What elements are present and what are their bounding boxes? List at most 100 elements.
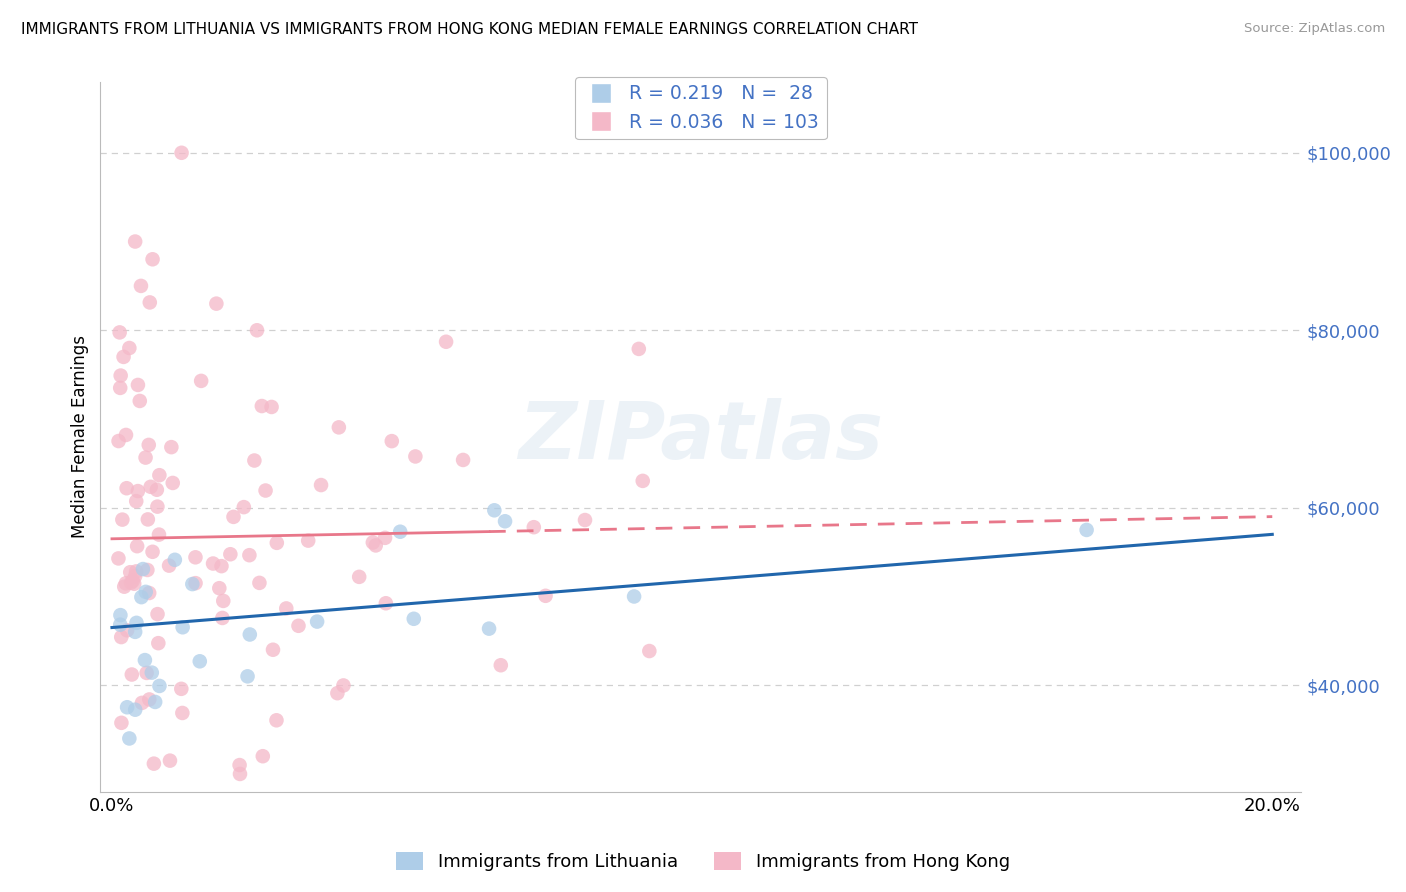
Point	[146, 500, 169, 514]
Point	[172, 706, 194, 720]
Point	[184, 576, 207, 591]
Point	[347, 570, 370, 584]
Point	[115, 481, 138, 495]
Point	[222, 509, 245, 524]
Point	[297, 533, 319, 548]
Point	[135, 665, 157, 680]
Point	[115, 700, 138, 714]
Point	[287, 619, 309, 633]
Point	[184, 550, 207, 565]
Point	[131, 696, 153, 710]
Point	[115, 624, 138, 638]
Point	[489, 658, 512, 673]
Point	[170, 681, 193, 696]
Point	[211, 559, 233, 574]
Point	[188, 654, 211, 668]
Point	[243, 453, 266, 467]
Point	[238, 548, 260, 562]
Point	[159, 754, 181, 768]
Point	[127, 484, 149, 499]
Point	[404, 450, 426, 464]
Point	[139, 480, 162, 494]
Point	[112, 350, 135, 364]
Point	[135, 585, 157, 599]
Point	[623, 590, 645, 604]
Point	[627, 342, 650, 356]
Point	[118, 731, 141, 746]
Point	[139, 295, 162, 310]
Point	[190, 374, 212, 388]
Point	[120, 575, 142, 590]
Point	[266, 714, 288, 728]
Point	[148, 636, 170, 650]
Point	[374, 531, 396, 545]
Point	[229, 767, 252, 781]
Point	[134, 653, 156, 667]
Point	[141, 545, 163, 559]
Point	[205, 296, 228, 310]
Point	[332, 678, 354, 692]
Point	[328, 420, 350, 434]
Point	[389, 524, 412, 539]
Point	[162, 475, 184, 490]
Point	[451, 453, 474, 467]
Point	[121, 667, 143, 681]
Point	[121, 574, 143, 588]
Point	[374, 596, 396, 610]
Point	[148, 527, 170, 541]
Point	[111, 513, 134, 527]
Legend: R = 0.219   N =  28, R = 0.036   N = 103: R = 0.219 N = 28, R = 0.036 N = 103	[575, 77, 827, 139]
Point	[434, 334, 457, 349]
Point	[122, 576, 145, 591]
Point	[148, 468, 170, 483]
Point	[631, 474, 654, 488]
Point	[110, 617, 132, 632]
Point	[276, 601, 298, 615]
Point	[107, 434, 129, 448]
Point	[124, 703, 146, 717]
Point	[484, 503, 506, 517]
Point	[638, 644, 661, 658]
Point	[249, 575, 271, 590]
Point	[307, 615, 329, 629]
Point	[131, 590, 153, 604]
Point	[402, 612, 425, 626]
Point	[494, 514, 516, 528]
Point	[202, 557, 225, 571]
Point	[124, 235, 146, 249]
Point	[136, 512, 159, 526]
Point	[110, 381, 132, 395]
Point	[208, 581, 231, 595]
Point	[129, 279, 152, 293]
Point	[262, 642, 284, 657]
Point	[125, 565, 148, 579]
Point	[127, 539, 149, 553]
Point	[128, 393, 150, 408]
Point	[110, 630, 132, 644]
Text: Source: ZipAtlas.com: Source: ZipAtlas.com	[1244, 22, 1385, 36]
Point	[181, 577, 204, 591]
Point	[523, 520, 546, 534]
Point	[118, 341, 141, 355]
Point	[250, 399, 273, 413]
Point	[219, 547, 242, 561]
Point	[125, 494, 148, 508]
Point	[364, 538, 387, 552]
Point	[246, 323, 269, 337]
Point	[172, 620, 194, 634]
Point	[135, 450, 157, 465]
Point	[252, 749, 274, 764]
Point	[142, 252, 165, 267]
Text: IMMIGRANTS FROM LITHUANIA VS IMMIGRANTS FROM HONG KONG MEDIAN FEMALE EARNINGS CO: IMMIGRANTS FROM LITHUANIA VS IMMIGRANTS …	[21, 22, 918, 37]
Point	[478, 622, 501, 636]
Point	[361, 535, 384, 549]
Point	[381, 434, 404, 449]
Point	[534, 589, 557, 603]
Point	[157, 558, 180, 573]
Point	[309, 478, 332, 492]
Point	[120, 566, 142, 580]
Point	[138, 438, 160, 452]
Point	[212, 594, 235, 608]
Point	[127, 378, 149, 392]
Point	[254, 483, 277, 498]
